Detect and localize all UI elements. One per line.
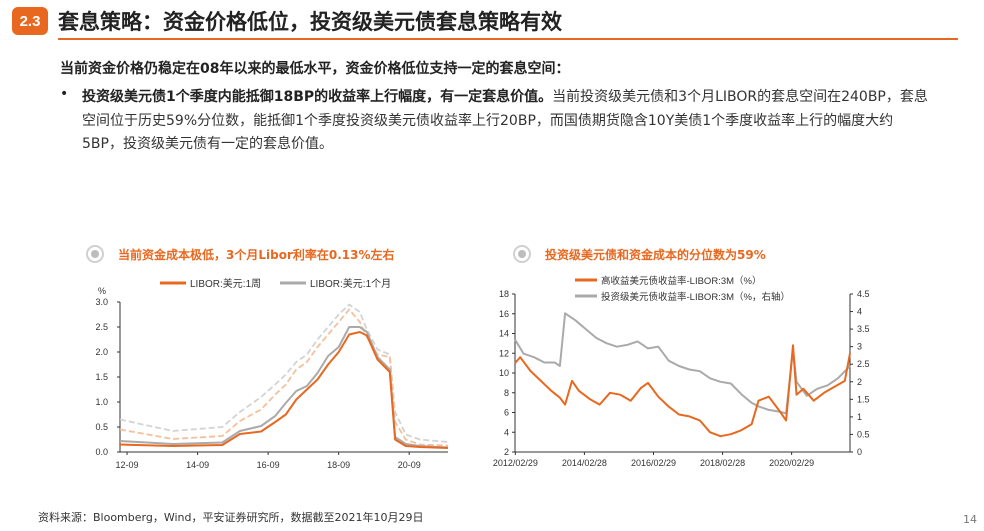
y-tick-label: 1.0 — [95, 397, 108, 407]
y-tick-label-right: 1 — [857, 412, 862, 422]
x-tick-label: 2012/02/29 — [493, 458, 538, 468]
y-tick-label-right: 3.5 — [857, 324, 870, 334]
y-tick-label: 0.5 — [95, 422, 108, 432]
y-tick-label: 2.0 — [95, 347, 108, 357]
series-line — [119, 303, 449, 443]
bullet-bold-text: 投资级美元债1个季度内能抵御18BP的收益率上行幅度，有一定套息价值。 — [82, 89, 553, 105]
y-tick-label-right: 4.5 — [857, 289, 870, 299]
y-tick-label-left: 10 — [499, 368, 509, 378]
y-unit-label: % — [98, 286, 106, 296]
y-tick-label-left: 18 — [499, 289, 509, 299]
bullet-dot: • — [60, 86, 69, 102]
series-line — [119, 331, 449, 449]
right-chart: 高收益美元债收益率-LIBOR:3M（%） 投资级美元债收益率-LIBOR:3M（… — [493, 275, 870, 468]
y-tick-label-left: 8 — [504, 388, 509, 398]
source-note: 资料来源：Bloomberg，Wind，平安证券研究所，数据截至2021年10月… — [38, 511, 424, 524]
y-tick-label-right: 4 — [857, 307, 862, 317]
target-icon — [513, 245, 531, 263]
x-tick-label: 20-09 — [398, 460, 421, 470]
series-line — [514, 344, 851, 438]
right-chart-header: 投资级美元债和资金成本的分位数为59% — [513, 245, 766, 263]
series-line — [514, 312, 851, 415]
x-tick-label: 2014/02/28 — [562, 458, 607, 468]
y-tick-label: 0.0 — [95, 447, 108, 457]
target-icon — [86, 245, 104, 263]
y-tick-label-left: 12 — [499, 348, 509, 358]
bullet-paragraph: 投资级美元债1个季度内能抵御18BP的收益率上行幅度，有一定套息价值。当前投资级… — [82, 86, 932, 157]
legend-label: 投资级美元债收益率-LIBOR:3M（%，右轴） — [601, 291, 790, 303]
page-title: 套息策略：资金价格低位，投资级美元债套息策略有效 — [58, 10, 562, 34]
x-tick-label: 16-09 — [257, 460, 280, 470]
y-tick-label: 3.0 — [95, 297, 108, 307]
y-tick-label-right: 2 — [857, 377, 862, 387]
y-tick-label-left: 6 — [504, 408, 509, 418]
y-tick-label-right: 1.5 — [857, 394, 870, 404]
series-line — [119, 308, 449, 447]
x-tick-label: 2020/02/29 — [769, 458, 814, 468]
bullet-body-text: 当前投资级美元债和3个月LIBOR的套息空间在240BP，套息空间位于历史59%… — [82, 89, 928, 152]
lead-text: 当前资金价格仍稳定在08年以来的最低水平，资金价格低位支持一定的套息空间： — [60, 61, 570, 77]
y-tick-label: 2.5 — [95, 322, 108, 332]
left-chart-header: 当前资金成本极低，3个月Libor利率在0.13%左右 — [86, 245, 395, 263]
y-tick-label: 1.5 — [95, 372, 108, 382]
y-tick-label-right: 3 — [857, 342, 862, 352]
y-tick-label-left: 16 — [499, 309, 509, 319]
y-tick-label-right: 0 — [857, 447, 862, 457]
x-tick-label: 18-09 — [327, 460, 350, 470]
page-number: 14 — [963, 513, 977, 526]
left-chart: LIBOR:美元:1周 LIBOR:美元:1个月% 0.0 0.5 1.0 1.5 2.0 2… — [95, 277, 449, 470]
x-tick-label: 14-09 — [186, 460, 209, 470]
y-tick-label-left: 2 — [504, 447, 509, 457]
y-tick-label-right: 2.5 — [857, 359, 870, 369]
y-tick-label-right: 0.5 — [857, 429, 870, 439]
x-tick-label: 2016/02/29 — [631, 458, 676, 468]
legend-label: LIBOR:美元:1个月 — [310, 277, 391, 290]
title-divider — [58, 38, 958, 40]
legend-label: 高收益美元债收益率-LIBOR:3M（%） — [601, 275, 761, 287]
y-tick-label-left: 4 — [504, 427, 509, 437]
left-chart-title: 当前资金成本极低，3个月Libor利率在0.13%左右 — [118, 247, 395, 262]
x-tick-label: 2018/02/28 — [700, 458, 745, 468]
x-tick-label: 12-09 — [116, 460, 139, 470]
y-tick-label-left: 14 — [499, 329, 509, 339]
right-chart-title: 投资级美元债和资金成本的分位数为59% — [545, 247, 766, 262]
section-badge: 2.3 — [12, 7, 48, 35]
legend-label: LIBOR:美元:1周 — [190, 277, 261, 290]
